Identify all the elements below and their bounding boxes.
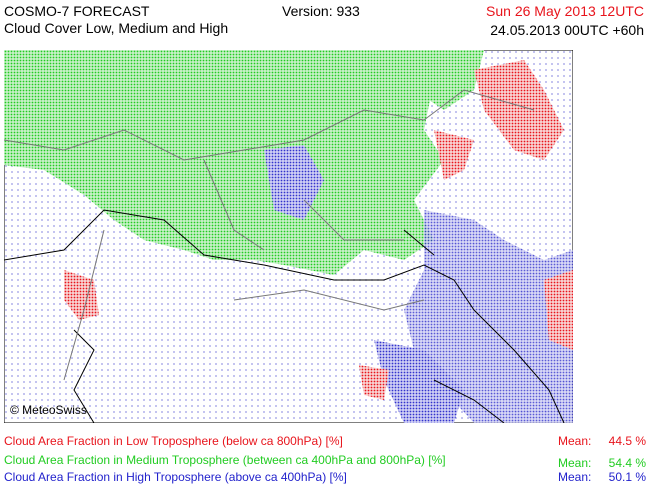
copyright: © MeteoSwiss: [10, 403, 87, 417]
low-cloud-area: [359, 365, 389, 400]
low-cloud-area: [544, 270, 573, 350]
map: © MeteoSwiss: [4, 50, 573, 423]
valid-time: Sun 26 May 2013 12UTC: [486, 3, 644, 19]
legend-label: Cloud Area Fraction in High Troposphere …: [4, 470, 347, 484]
coastline: [4, 209, 565, 423]
subtitle: Cloud Cover Low, Medium and High: [4, 20, 229, 36]
coastline: [73, 229, 505, 423]
border: [4, 89, 535, 381]
low-cloud-area: [434, 130, 474, 180]
mean-value: 44.5 %: [608, 434, 646, 448]
low-cloud-area: [64, 270, 99, 320]
run-time: 24.05.2013 00UTC +60h: [490, 22, 644, 38]
medium-cloud-area: [384, 50, 484, 110]
mean-label: Mean:: [558, 456, 592, 470]
high-cloud-area: [264, 145, 324, 220]
legend-label: Cloud Area Fraction in Medium Tropospher…: [4, 453, 446, 467]
low-cloud-area: [474, 60, 564, 160]
mean-label: Mean:: [558, 470, 592, 484]
mean-value: 54.4 %: [608, 456, 646, 470]
high-cloud-area: [374, 340, 464, 423]
mean-label: Mean:: [558, 434, 592, 448]
title: COSMO-7 FORECAST: [4, 3, 150, 19]
legend-label: Cloud Area Fraction in Low Troposphere (…: [4, 434, 343, 448]
version: Version: 933: [282, 3, 360, 19]
medium-cloud-area: [4, 50, 444, 275]
mean-value: 50.1 %: [608, 470, 646, 484]
